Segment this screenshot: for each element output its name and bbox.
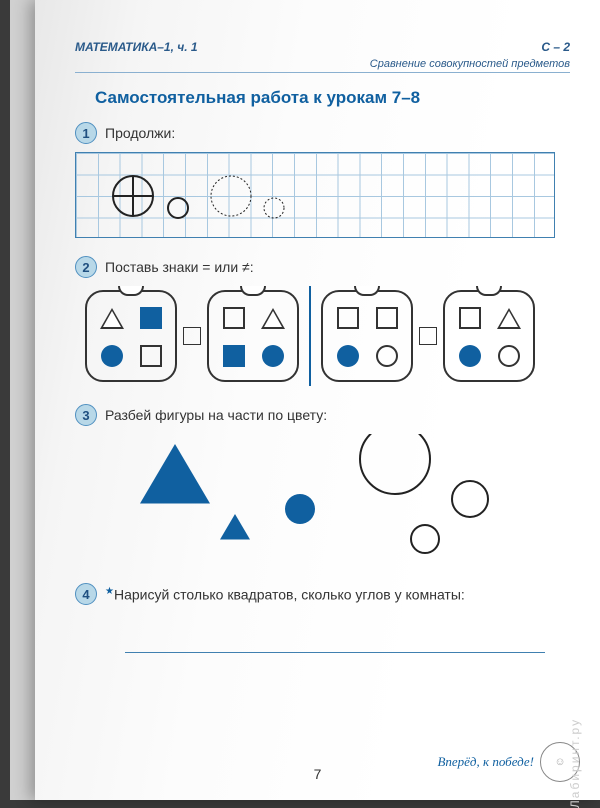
triangle-icon <box>100 308 124 329</box>
footer: 7 Вперёд, к победе! ☺ <box>35 742 600 782</box>
shape-bag <box>321 290 413 382</box>
triangle-icon <box>261 308 285 329</box>
circle-icon <box>376 345 398 367</box>
task-label: Разбей фигуры на части по цвету: <box>105 407 327 423</box>
square-icon <box>459 307 481 329</box>
shape-bag <box>443 290 535 382</box>
pattern-svg <box>76 153 556 239</box>
square-icon <box>223 345 245 367</box>
task-1: 1 Продолжи: <box>75 122 570 144</box>
watermark: Лабиринт.ру <box>568 718 582 808</box>
square-icon <box>376 307 398 329</box>
variant-code: С – 2 <box>541 40 570 54</box>
circle-icon <box>337 345 359 367</box>
task-number-badge: 2 <box>75 256 97 278</box>
header: МАТЕМАТИКА–1, ч. 1 С – 2 <box>75 40 570 54</box>
shape-bag <box>207 290 299 382</box>
shape-bag <box>85 290 177 382</box>
star-icon: ★ <box>105 586 114 597</box>
answer-line <box>125 613 545 653</box>
compare-box <box>183 327 201 345</box>
page-title: Самостоятельная работа к урокам 7–8 <box>75 88 570 108</box>
topic-label: Сравнение совокупностей предметов <box>75 58 570 73</box>
square-icon <box>337 307 359 329</box>
task-number-badge: 3 <box>75 404 97 426</box>
square-icon <box>223 307 245 329</box>
task-number-badge: 4 <box>75 583 97 605</box>
task-2: 2 Поставь знаки = или ≠: <box>75 256 570 278</box>
circle-icon <box>101 345 123 367</box>
task-label: ★Нарисуй столько квадратов, сколько угло… <box>105 586 465 603</box>
task-4: 4 ★Нарисуй столько квадратов, сколько уг… <box>75 583 570 605</box>
shapes-svg <box>115 434 555 569</box>
workbook-page: МАТЕМАТИКА–1, ч. 1 С – 2 Сравнение совок… <box>35 0 600 800</box>
task-3: 3 Разбей фигуры на части по цвету: <box>75 404 570 426</box>
binding-margin <box>10 0 35 800</box>
page-number: 7 <box>314 766 322 782</box>
circle-icon <box>498 345 520 367</box>
circle-icon <box>262 345 284 367</box>
square-icon <box>140 307 162 329</box>
compare-box <box>419 327 437 345</box>
triangle-icon <box>497 308 521 329</box>
pattern-grid <box>75 152 555 238</box>
task-number-badge: 1 <box>75 122 97 144</box>
circle-icon <box>459 345 481 367</box>
divider <box>309 286 311 386</box>
motto: Вперёд, к победе! <box>437 754 534 770</box>
comparison-panels <box>85 286 570 386</box>
square-icon <box>140 345 162 367</box>
task-label: Поставь знаки = или ≠: <box>105 259 254 275</box>
task-label: Продолжи: <box>105 125 175 141</box>
subject-label: МАТЕМАТИКА–1, ч. 1 <box>75 40 198 54</box>
shapes-area <box>115 434 570 569</box>
